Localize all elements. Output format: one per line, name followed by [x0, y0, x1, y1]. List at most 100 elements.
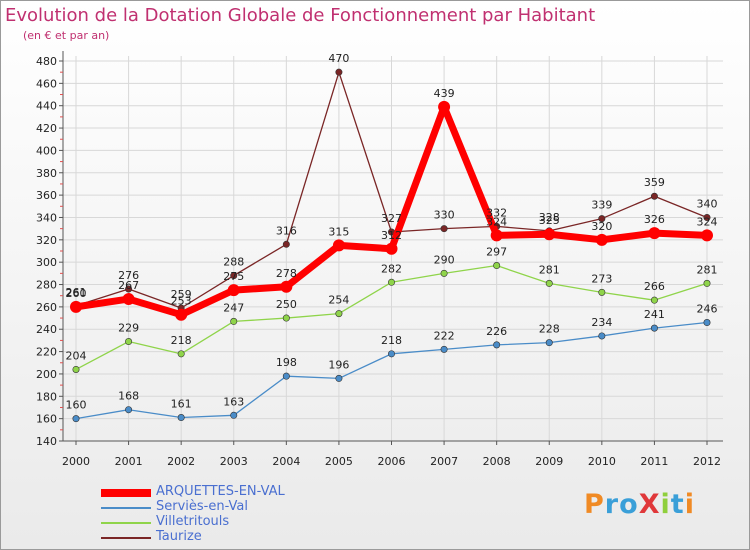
data-label: 276 — [118, 269, 139, 282]
data-label: 260 — [66, 287, 87, 300]
data-label: 226 — [486, 325, 507, 338]
brand-letter: P — [584, 489, 605, 520]
data-label: 282 — [381, 262, 402, 275]
brand-letter: o — [619, 489, 639, 520]
data-point — [230, 272, 238, 280]
data-point — [385, 242, 398, 255]
data-label: 163 — [223, 395, 244, 408]
y-tick-label: 440 — [36, 100, 57, 113]
legend-swatch — [101, 537, 151, 539]
data-label: 439 — [434, 87, 455, 100]
data-point — [650, 324, 658, 332]
data-label: 470 — [328, 52, 349, 65]
x-tick-label: 2010 — [588, 455, 616, 468]
data-label: 340 — [697, 197, 718, 210]
data-label: 204 — [66, 349, 87, 362]
data-point — [335, 68, 343, 76]
data-point — [440, 269, 448, 277]
data-label: 325 — [539, 214, 560, 227]
data-point — [440, 225, 448, 233]
data-point — [543, 228, 556, 241]
data-label: 250 — [276, 298, 297, 311]
brand-letter: r — [604, 489, 620, 520]
data-point — [545, 339, 553, 347]
data-point — [230, 317, 238, 325]
data-point — [703, 319, 711, 327]
data-point — [335, 310, 343, 318]
data-label: 327 — [381, 212, 402, 225]
data-label: 198 — [276, 356, 297, 369]
series-layer — [70, 68, 713, 423]
data-label: 275 — [223, 270, 244, 283]
y-tick-label: 380 — [36, 167, 57, 180]
data-point — [493, 262, 501, 270]
x-tick-label: 2003 — [220, 455, 248, 468]
brand-logo: ProXiti — [584, 489, 695, 520]
data-label: 315 — [328, 225, 349, 238]
data-label: 326 — [644, 213, 665, 226]
data-point — [438, 100, 451, 113]
data-label: 324 — [697, 215, 718, 228]
x-tick-label: 2011 — [640, 455, 668, 468]
data-label: 324 — [486, 215, 507, 228]
data-point — [227, 284, 240, 297]
data-point — [440, 345, 448, 353]
data-point — [703, 213, 711, 221]
data-point — [122, 293, 135, 306]
y-tick-label: 460 — [36, 77, 57, 90]
y-tick-label: 340 — [36, 211, 57, 224]
data-label: 312 — [381, 229, 402, 242]
data-label: 160 — [66, 399, 87, 412]
data-label: 196 — [328, 358, 349, 371]
x-tick-label: 2007 — [430, 455, 458, 468]
x-tick-label: 2004 — [272, 455, 300, 468]
x-axis-ticks: 2000 2001 2002 2003 2004 2005 2006 2007 2008 2009… — [62, 441, 721, 468]
data-point — [125, 406, 133, 414]
data-label: 320 — [591, 220, 612, 233]
data-point — [177, 414, 185, 422]
data-label: 316 — [276, 224, 297, 237]
y-tick-label: 240 — [36, 323, 57, 336]
chart-subtitle: (en € et par an) — [23, 29, 110, 42]
y-tick-label: 300 — [36, 256, 57, 269]
data-point — [282, 372, 290, 380]
data-point — [490, 229, 503, 242]
data-label: 168 — [118, 390, 139, 403]
data-label: 241 — [644, 308, 665, 321]
data-point — [70, 300, 82, 313]
data-label: 339 — [591, 199, 612, 212]
data-label: 222 — [434, 329, 455, 342]
x-tick-label: 2012 — [693, 455, 721, 468]
axes — [62, 51, 723, 442]
data-point — [125, 338, 133, 346]
data-point — [280, 280, 293, 293]
legend-label: ARQUETTES-EN-VAL — [156, 484, 285, 499]
legend-label: Taurize — [156, 529, 202, 544]
legend-label: Villetritouls — [156, 514, 230, 529]
data-label: 247 — [223, 301, 244, 314]
y-tick-label: 360 — [36, 189, 57, 202]
legend-swatch — [101, 522, 151, 524]
x-tick-label: 2001 — [115, 455, 143, 468]
data-label: 281 — [697, 263, 718, 276]
y-tick-label: 280 — [36, 279, 57, 292]
legend-swatch — [101, 507, 151, 509]
data-label: 246 — [697, 303, 718, 316]
data-point — [703, 279, 711, 287]
data-point — [595, 233, 608, 246]
data-point — [387, 278, 395, 286]
brand-letter: i — [684, 489, 695, 520]
data-point — [335, 374, 343, 382]
data-label: 254 — [328, 294, 349, 307]
data-point — [701, 229, 713, 242]
data-label: 273 — [591, 272, 612, 285]
data-point — [493, 341, 501, 349]
data-label: 261 — [66, 286, 87, 299]
data-point — [72, 365, 80, 373]
data-point — [545, 279, 553, 287]
y-tick-label: 400 — [36, 144, 57, 157]
data-label: 281 — [539, 263, 560, 276]
data-label: 267 — [118, 279, 139, 292]
x-tick-label: 2009 — [535, 455, 563, 468]
